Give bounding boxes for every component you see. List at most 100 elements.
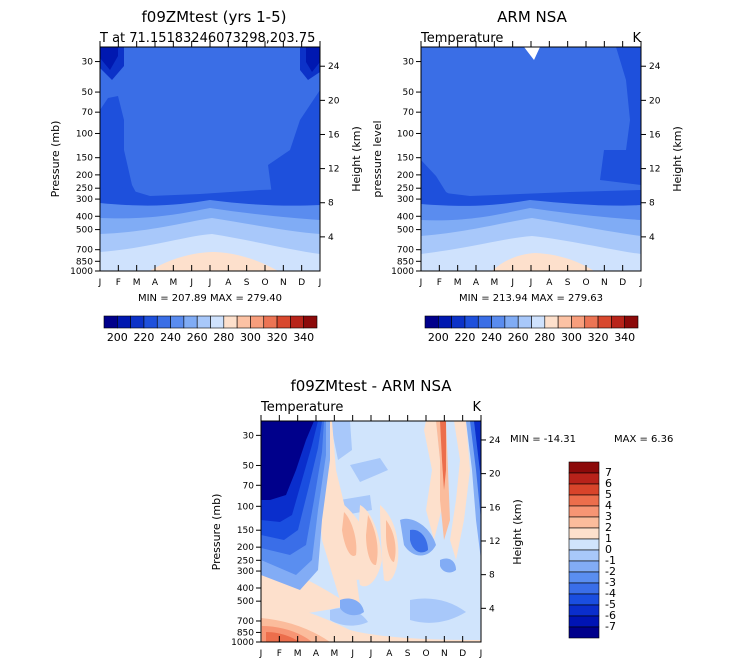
panel-model-contours xyxy=(100,47,320,271)
height-tick-label: 8 xyxy=(649,199,655,209)
colorbar-swatch xyxy=(424,315,439,329)
x-tick-label: S xyxy=(565,278,571,288)
colorbar-label: 200 xyxy=(107,331,128,344)
x-tick-label: O xyxy=(261,278,268,288)
colorbar-swatch xyxy=(568,494,600,507)
colorbar-label: 240 xyxy=(481,331,502,344)
colorbar-label: 320 xyxy=(588,331,609,344)
x-tick-label: J xyxy=(189,278,193,288)
y-tick-label: 30 xyxy=(82,58,94,68)
colorbar-swatch xyxy=(210,315,225,329)
y-tick-label: 150 xyxy=(397,154,414,164)
x-tick-label: J xyxy=(419,278,423,288)
colorbar-label: 2 xyxy=(605,521,612,534)
height-tick-label: 4 xyxy=(649,233,655,243)
colorbar-swatch xyxy=(143,315,158,329)
y-tick-label: 150 xyxy=(237,526,254,536)
x-tick-label: M xyxy=(490,278,498,288)
x-tick-label: N xyxy=(601,278,608,288)
y-tick-label: 300 xyxy=(76,195,93,205)
y-tick-label: 200 xyxy=(76,171,93,181)
colorbar-swatch xyxy=(568,538,600,551)
panel-obs-title: ARM NSA xyxy=(497,8,567,26)
height-tick-label: 4 xyxy=(489,604,495,614)
x-tick-label: J xyxy=(318,278,322,288)
colorbar-label: 220 xyxy=(133,331,154,344)
colorbar-swatch xyxy=(597,315,612,329)
y-tick-label: 200 xyxy=(397,171,414,181)
y-tick-label: 500 xyxy=(76,226,93,236)
colorbar-swatch xyxy=(568,549,600,562)
colorbar-swatch xyxy=(156,315,171,329)
panel-diff-height-ticks: 24 20 16 12 8 4 xyxy=(481,436,501,614)
x-tick-label: O xyxy=(582,278,589,288)
panel-diff-title: f09ZMtest - ARM NSA xyxy=(290,377,452,395)
height-tick-label: 20 xyxy=(489,470,501,480)
x-tick-label: D xyxy=(459,649,466,659)
colorbar-label: 260 xyxy=(508,331,529,344)
height-tick-label: 4 xyxy=(328,233,334,243)
colorbar-swatch xyxy=(544,315,559,329)
height-tick-label: 12 xyxy=(328,165,339,175)
y-tick-label: 70 xyxy=(82,108,94,118)
panel-model: f09ZMtest (yrs 1-5) T at 71.151832460732… xyxy=(49,8,363,344)
colorbar-label: 300 xyxy=(240,331,261,344)
colorbar-swatch xyxy=(568,516,600,529)
y-tick-label: 850 xyxy=(397,257,414,267)
y-tick-label: 850 xyxy=(237,628,254,638)
x-tick-label: M xyxy=(330,649,338,659)
panel-diff-stats-min: MIN = -14.31 xyxy=(510,434,576,445)
colorbar-swatch xyxy=(517,315,532,329)
y-tick-label: 250 xyxy=(76,184,93,194)
colorbar-swatch xyxy=(611,315,625,329)
height-tick-label: 16 xyxy=(489,503,501,513)
colorbar-swatch xyxy=(624,315,639,329)
colorbar-swatch xyxy=(183,315,198,329)
colorbar-swatch xyxy=(568,505,600,518)
panel-model-left-label: T at 71.15183246073298,203.75 xyxy=(99,31,315,46)
x-tick-label: O xyxy=(422,649,429,659)
panel-diff-ylabel: Pressure (mb) xyxy=(210,494,223,571)
height-tick-label: 12 xyxy=(489,537,500,547)
colorbar-label: -5 xyxy=(605,598,616,611)
colorbar-label: 220 xyxy=(454,331,475,344)
panel-obs-left-label: Temperature xyxy=(420,31,503,46)
colorbar-label: 200 xyxy=(428,331,449,344)
panel-obs-height-ticks: 24 20 16 12 8 4 xyxy=(641,62,661,243)
panel-diff-y2label: Height (km) xyxy=(511,499,524,565)
panel-diff: f09ZMtest - ARM NSA Temperature K xyxy=(210,377,673,659)
colorbar-label: -1 xyxy=(605,554,616,567)
colorbar-swatch xyxy=(170,315,185,329)
x-tick-label: J xyxy=(350,649,354,659)
y-tick-label: 200 xyxy=(237,543,254,553)
colorbar-label: 5 xyxy=(605,488,612,501)
y-tick-label: 400 xyxy=(237,584,254,594)
y-tick-label: 50 xyxy=(243,461,255,471)
x-tick-label: F xyxy=(277,649,282,659)
x-tick-label: J xyxy=(208,278,212,288)
colorbar-label: -6 xyxy=(605,609,616,622)
y-tick-label: 300 xyxy=(237,567,254,577)
x-tick-label: D xyxy=(298,278,305,288)
x-tick-label: F xyxy=(437,278,442,288)
height-tick-label: 12 xyxy=(649,165,660,175)
x-tick-label: N xyxy=(280,278,287,288)
colorbar-swatch xyxy=(223,315,238,329)
colorbar-label: 7 xyxy=(605,466,612,479)
y-tick-label: 300 xyxy=(397,195,414,205)
y-tick-label: 500 xyxy=(397,226,414,236)
y-tick-label: 250 xyxy=(237,556,254,566)
panel-model-height-ticks: 24 20 16 12 8 4 xyxy=(320,62,340,243)
colorbar-swatch xyxy=(504,315,519,329)
colorbar-label: 300 xyxy=(561,331,582,344)
panel-obs-colorbar: 200 220 240 260 280 300 320 340 xyxy=(424,315,639,344)
colorbar-swatch xyxy=(584,315,599,329)
panel-diff-left-label: Temperature xyxy=(260,400,343,415)
panel-model-ylabel: Pressure (mb) xyxy=(49,121,62,198)
